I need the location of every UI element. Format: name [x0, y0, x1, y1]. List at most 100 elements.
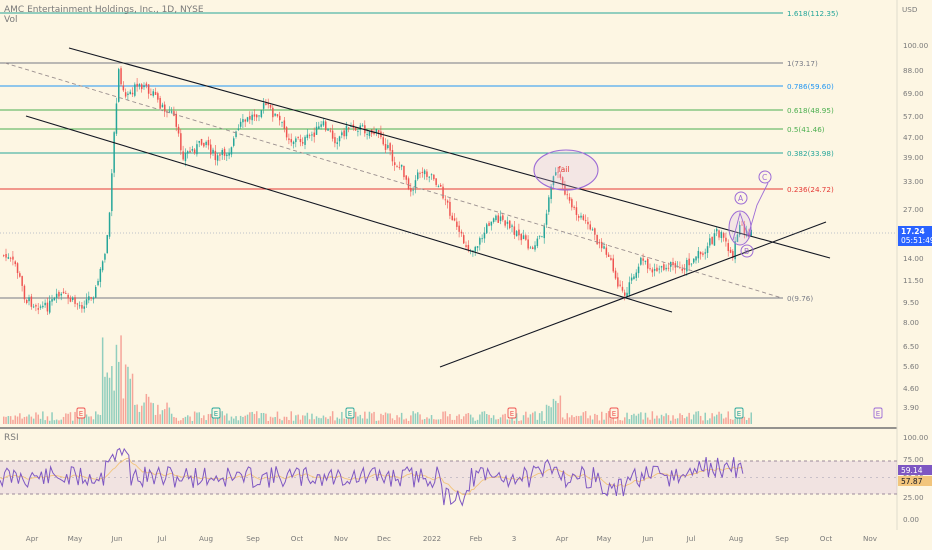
price-axis-area[interactable]: [897, 0, 932, 550]
wave-c-marker[interactable]: [758, 170, 772, 184]
candle-body: [375, 129, 378, 134]
volume-bar: [403, 419, 405, 424]
volume-bar: [460, 419, 463, 424]
trend-lines[interactable]: [25, 47, 831, 368]
volume-bar: [635, 415, 637, 424]
volume-bar: [624, 417, 626, 424]
volume-bar: [612, 416, 614, 424]
candle-body: [453, 218, 456, 221]
candle-body: [368, 131, 371, 136]
volume-bar: [704, 412, 706, 424]
channel-mid-dashed-line[interactable]: [4, 62, 783, 299]
price-tick: 14.00: [903, 254, 924, 263]
earnings-label: E: [612, 410, 616, 418]
volume-bar: [7, 416, 10, 424]
volume-bar: [686, 416, 688, 424]
candle-body: [458, 225, 460, 232]
candle-body: [76, 303, 79, 305]
volume-bar: [35, 412, 37, 424]
earnings-marker[interactable]: [211, 407, 221, 419]
volume-bar: [423, 419, 426, 424]
candle-body: [550, 186, 552, 199]
wave-b-marker[interactable]: [740, 244, 754, 258]
volume-bar: [26, 416, 28, 424]
candle-body: [9, 257, 12, 259]
candle-body: [598, 242, 601, 244]
rsi-tick: 0.00: [903, 515, 919, 524]
candle-body: [49, 300, 51, 313]
candle-body: [522, 235, 525, 240]
candle-body: [228, 152, 230, 156]
volume-bar: [315, 416, 318, 424]
earnings-marker[interactable]: [345, 407, 355, 419]
vol-label[interactable]: Vol: [4, 15, 17, 25]
wave-a-marker[interactable]: [734, 191, 748, 205]
candle-body: [168, 111, 171, 113]
candle-body: [734, 241, 736, 260]
volume-bar: [152, 403, 154, 424]
candle-body: [19, 273, 21, 277]
candle-body: [226, 154, 228, 157]
candle-body: [198, 140, 200, 143]
volume-bar: [389, 413, 391, 424]
wave-a-circle[interactable]: [728, 210, 752, 246]
wave-projection-path[interactable]: [732, 182, 769, 241]
support-trend-line[interactable]: [439, 221, 827, 368]
candle-body: [216, 155, 219, 161]
earnings-marker[interactable]: [76, 407, 86, 419]
fail-circle[interactable]: [533, 149, 599, 191]
price-tick: 5.60: [903, 362, 919, 371]
candle-body: [502, 215, 504, 220]
channel-upper-line[interactable]: [68, 47, 831, 259]
candle-body: [750, 229, 752, 236]
candle-body: [159, 97, 161, 109]
earnings-marker[interactable]: [507, 407, 517, 419]
volume-bar: [387, 413, 389, 424]
earnings-marker[interactable]: [734, 407, 744, 419]
volume-bar: [472, 417, 474, 424]
rsi-line: [0, 447, 744, 507]
candle-body: [423, 170, 426, 175]
rsi-band: [0, 461, 897, 494]
candle-body: [12, 256, 14, 260]
rsi-ma-value: 57.87: [901, 477, 923, 486]
volume-bar: [745, 420, 748, 424]
candle-body: [161, 104, 164, 108]
volume-bar: [518, 420, 520, 424]
candle-body: [465, 245, 467, 247]
earnings-marker[interactable]: [873, 407, 883, 419]
volume-bar: [607, 411, 610, 424]
candle-body: [377, 130, 380, 133]
volume-bar: [407, 420, 410, 424]
volume-bar: [350, 418, 352, 424]
channel-lower-line[interactable]: [25, 115, 673, 313]
rsi-value-badge: [898, 465, 932, 475]
volume-bar: [108, 377, 111, 424]
candle-body: [446, 200, 449, 203]
volume-bar: [285, 416, 288, 424]
rsi-label[interactable]: RSI: [4, 433, 19, 443]
volume-bar: [430, 415, 433, 424]
candle-body: [575, 207, 578, 215]
candle-body: [21, 276, 23, 286]
time-tick: Sep: [775, 534, 789, 543]
volume-bar: [375, 420, 378, 424]
candle-body: [543, 225, 545, 239]
candle-body: [152, 91, 154, 96]
candle-body: [302, 142, 304, 144]
candle-body: [396, 166, 398, 167]
volume-bar: [230, 416, 233, 424]
volume-bar: [3, 416, 5, 424]
earnings-marker[interactable]: [609, 407, 619, 419]
volume-bar: [626, 412, 628, 424]
candle-body: [686, 260, 688, 272]
volume-bar: [168, 407, 171, 424]
candle-body: [361, 125, 364, 127]
fib-retracement[interactable]: 1.618(112.35) 1(73.17) 0.786(59.60) 0.618(4…: [0, 9, 839, 303]
volume-bar: [550, 407, 552, 424]
ticker-title[interactable]: AMC Entertainment Holdings, Inc., 1D, NY…: [4, 5, 204, 15]
volume-bar: [258, 418, 260, 424]
volume-bar: [5, 416, 7, 424]
